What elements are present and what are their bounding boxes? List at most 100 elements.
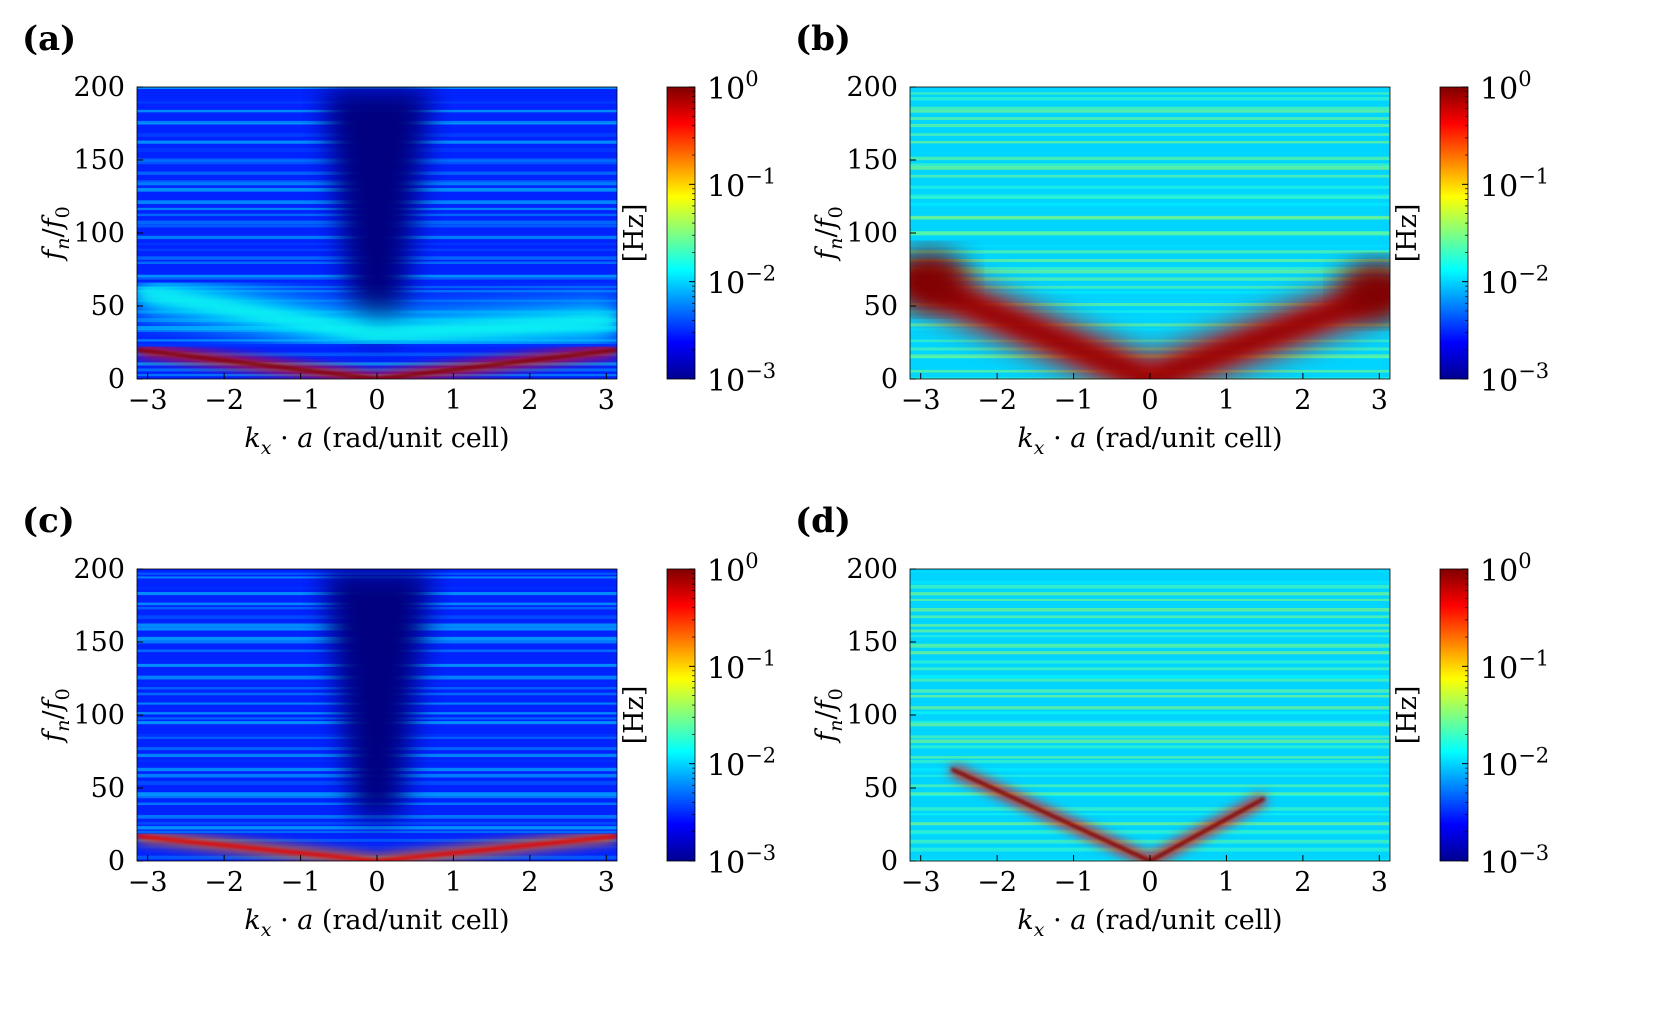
heatmap-stripe: [910, 327, 1390, 331]
colorbar-tick-label: 100: [1480, 67, 1532, 107]
heatmap-feature: [137, 283, 617, 344]
x-tick-label: 1: [445, 385, 462, 416]
heatmap-stripe: [910, 839, 1390, 844]
heatmap-stripe: [910, 660, 1390, 664]
x-tick-label: −1: [281, 867, 321, 898]
x-tick-label: 1: [1218, 867, 1235, 898]
heatmap-stripe: [910, 277, 1390, 281]
heatmap-feature: [137, 834, 617, 861]
y-tick-label: 100: [73, 218, 125, 249]
y-tick-label: 100: [846, 700, 898, 731]
panel-a: (a) −3 −2 −1 0 1 2 3 0 50 100 150 200 kx · a (rad/uni…: [22, 19, 776, 459]
colorbar: [666, 86, 696, 380]
heatmap-low-region: [323, 569, 431, 818]
panel-label: (c): [22, 501, 75, 541]
plot-area: [137, 569, 617, 861]
heatmap-stripe: [910, 592, 1390, 596]
heatmap-background: [910, 569, 1390, 861]
heatmap-stripe: [910, 711, 1390, 715]
heatmap-feature: [1339, 263, 1390, 320]
x-tick-label: 0: [1141, 867, 1158, 898]
heatmap-stripe: [910, 813, 1390, 816]
x-tick-label: −3: [128, 385, 168, 416]
y-tick-label: 50: [91, 773, 125, 804]
heatmap-feature: [950, 767, 1266, 861]
colorbar: [1439, 568, 1469, 862]
y-tick-label: 200: [846, 554, 898, 585]
heatmap-stripe: [910, 623, 1390, 627]
heatmap-stripe: [910, 822, 1390, 826]
heatmap-stripe: [910, 230, 1390, 235]
x-tick-label: 2: [1294, 867, 1311, 898]
heatmap-stripe: [910, 722, 1390, 727]
x-tick-label: −2: [977, 867, 1017, 898]
y-tick-label: 150: [846, 145, 898, 176]
x-axis-label: kx · a (rad/unit cell): [244, 423, 509, 459]
heatmap-stripe: [910, 174, 1390, 178]
heatmap-stripe: [137, 362, 617, 366]
heatmap-stripe: [910, 689, 1390, 693]
heatmap-stripe: [910, 354, 1390, 359]
heatmap-stripe: [910, 285, 1390, 289]
heatmap-stripe: [910, 106, 1390, 111]
heatmap-stripe: [910, 651, 1390, 655]
heatmap-stripe: [137, 368, 617, 372]
x-tick-label: −3: [901, 867, 941, 898]
heatmap-stripe: [137, 821, 617, 825]
y-tick-label: 200: [846, 72, 898, 103]
heatmap-stripe: [910, 784, 1390, 788]
colorbar-tick-label: 100: [707, 549, 759, 589]
x-axis-label: kx · a (rad/unit cell): [1017, 423, 1282, 459]
heatmap-stripe: [910, 755, 1390, 759]
heatmap-stripe: [137, 830, 617, 834]
colorbar-tick-label: 100: [707, 67, 759, 107]
heatmap-stripe: [910, 310, 1390, 313]
colorbar-tick-label: 10−3: [1480, 841, 1549, 881]
heatmap-stripe: [910, 244, 1390, 248]
x-tick-label: −3: [128, 867, 168, 898]
panel-label: (d): [795, 501, 851, 541]
y-tick-label: 100: [73, 700, 125, 731]
colorbar-tick-label: 10−2: [1480, 744, 1549, 784]
x-tick-label: −2: [204, 385, 244, 416]
x-tick-label: −1: [1054, 385, 1094, 416]
colorbar-unit-label: [Hz]: [619, 204, 650, 263]
plot-area: [137, 87, 617, 379]
y-axis-label: fn/f0: [811, 206, 847, 261]
colorbar-tick-label: 10−3: [707, 359, 776, 399]
x-tick-label: 3: [598, 385, 615, 416]
heatmap-feature: [910, 251, 969, 308]
heatmap-stripe: [910, 598, 1390, 602]
x-tick-label: 3: [598, 867, 615, 898]
x-tick-label: 0: [368, 867, 385, 898]
heatmap-stripe: [910, 584, 1390, 589]
heatmap-stripe: [910, 847, 1390, 852]
plot-area: [910, 569, 1390, 861]
x-axis-label: kx · a (rad/unit cell): [244, 905, 509, 941]
heatmap-stripe: [910, 96, 1390, 101]
colorbar-tick-label: 10−3: [707, 841, 776, 881]
heatmap-stripe: [910, 745, 1390, 749]
panel-c: (c) −3 −2 −1 0 1 2 3 0 50 100 150 200 kx · a (rad/uni…: [22, 501, 776, 941]
heatmap-stripe: [910, 194, 1390, 199]
heatmap-stripe: [910, 165, 1390, 170]
heatmap-stripe: [910, 832, 1390, 836]
heatmap-stripe: [910, 830, 1390, 834]
y-tick-label: 50: [91, 291, 125, 322]
x-tick-label: 0: [368, 385, 385, 416]
heatmap-stripe: [910, 92, 1390, 95]
heatmap-stripe: [910, 615, 1390, 619]
heatmap-stripe: [910, 259, 1390, 263]
heatmap-stripe: [910, 735, 1390, 739]
heatmap-stripe: [910, 269, 1390, 274]
colorbar-tick-label: 10−1: [707, 646, 776, 686]
heatmap-stripe: [137, 826, 617, 830]
heatmap-feature: [137, 348, 617, 379]
y-tick-label: 0: [881, 846, 898, 877]
x-tick-label: 2: [1294, 385, 1311, 416]
x-tick-label: 1: [1218, 385, 1235, 416]
colorbar-tick-label: 10−1: [707, 164, 776, 204]
y-tick-label: 200: [73, 554, 125, 585]
heatmap-stripe: [137, 846, 617, 849]
